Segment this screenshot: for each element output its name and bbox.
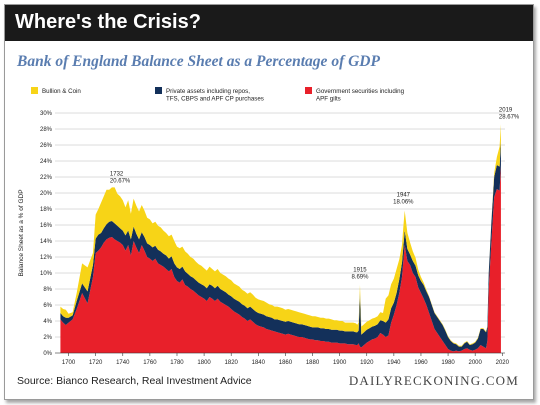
- y-tick-label: 16%: [40, 223, 53, 229]
- series-private-area: [60, 140, 501, 352]
- y-tick-label: 30%: [40, 111, 53, 117]
- annotation-value: 28.67%: [499, 115, 520, 121]
- x-tick-label: 1780: [170, 360, 184, 366]
- legend: Bullion & Coin Private assets including r…: [31, 87, 405, 103]
- y-axis: 0% 2% 4% 6% 8% 10% 12% 14% 16% 18% 20% 22% 24% 26% 28%…: [40, 111, 53, 357]
- annotation-year: 1915: [353, 267, 367, 273]
- y-tick-label: 4%: [43, 319, 52, 325]
- y-tick-label: 22%: [40, 175, 53, 181]
- y-tick-label: 8%: [43, 287, 52, 293]
- chart-title: Bank of England Balance Sheet as a Perce…: [17, 53, 380, 70]
- annotation-year: 1947: [397, 193, 411, 199]
- y-tick-label: 6%: [43, 303, 52, 309]
- x-tick-label: 1940: [387, 360, 401, 366]
- x-tick-label: 1980: [441, 360, 455, 366]
- x-tick-label: 1720: [89, 360, 103, 366]
- y-tick-label: 24%: [40, 159, 53, 165]
- chart-card: Where's the Crisis? Bank of England Bala…: [4, 4, 534, 400]
- annotation-year: 2019: [499, 108, 513, 114]
- x-tick-label: 1740: [116, 360, 130, 366]
- legend-swatch: [155, 87, 162, 94]
- y-tick-label: 14%: [40, 239, 53, 245]
- x-tick-label: 2000: [469, 360, 483, 366]
- y-tick-label: 2%: [43, 335, 52, 341]
- legend-swatch: [31, 87, 38, 94]
- annotation-year: 1732: [110, 172, 124, 178]
- header-banner: Where's the Crisis?: [5, 5, 533, 41]
- x-tick-label: 2020: [496, 360, 510, 366]
- y-tick-label: 10%: [40, 271, 53, 277]
- y-tick-label: 0%: [43, 351, 52, 357]
- annotation-value: 20.67%: [110, 179, 131, 185]
- x-tick-label: 1760: [143, 360, 157, 366]
- x-tick-label: 1800: [197, 360, 211, 366]
- x-tick-label: 1700: [62, 360, 76, 366]
- x-axis: 1700 1720 1740 1760 1780 1800 1820 1840 1860 1880…: [55, 352, 510, 366]
- x-tick-label: 1900: [333, 360, 347, 366]
- x-tick-label: 1840: [252, 360, 266, 366]
- x-tick-label: 1960: [414, 360, 428, 366]
- y-tick-label: 28%: [40, 127, 53, 133]
- legend-label: Government securities including APF gilts: [316, 88, 405, 103]
- annotation-value: 8.69%: [351, 274, 369, 280]
- brand-wordmark: DAILYRECKONING.COM: [348, 373, 519, 388]
- x-tick-label: 1860: [279, 360, 293, 366]
- series-government-area: [60, 165, 501, 353]
- chart-svg: Bullion & Coin Private assets including r…: [18, 87, 520, 366]
- series-bullion-area: [60, 124, 501, 347]
- y-tick-label: 12%: [40, 255, 53, 261]
- legend-label: Bullion & Coin: [42, 88, 81, 95]
- y-axis-label: Balance Sheet as a % of GDP: [18, 189, 25, 276]
- y-tick-label: 26%: [40, 143, 53, 149]
- x-tick-label: 1880: [306, 360, 320, 366]
- x-tick-label: 1820: [225, 360, 239, 366]
- x-tick-label: 1920: [360, 360, 374, 366]
- y-tick-label: 18%: [40, 207, 53, 213]
- page-title: Where's the Crisis?: [15, 11, 201, 33]
- area-series: [60, 124, 501, 353]
- y-tick-label: 20%: [40, 191, 53, 197]
- legend-swatch: [305, 87, 312, 94]
- legend-label: Private assets including repos, TFS, CBPS…: [166, 88, 264, 103]
- source-note: Source: Bianco Research, Real Investment…: [17, 375, 252, 387]
- annotation-value: 18.06%: [393, 200, 414, 206]
